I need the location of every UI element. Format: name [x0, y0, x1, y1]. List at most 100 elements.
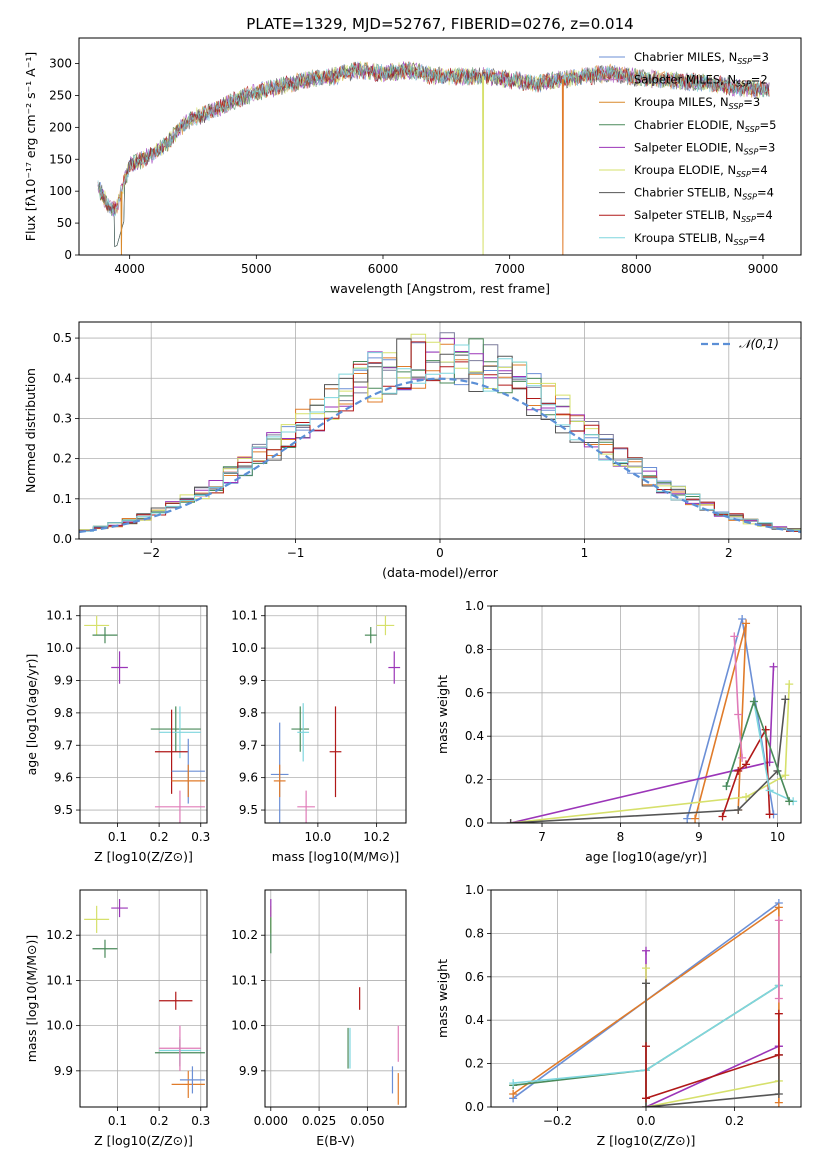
- y-tick-label: 9.9: [54, 1064, 73, 1078]
- weight-series: [645, 1013, 780, 1100]
- weight-marker: [683, 814, 692, 823]
- legend-label-rest: =2: [751, 73, 768, 87]
- axes-frame: [79, 605, 208, 824]
- y-axis-label: mass [log10(M/M⊙)]: [24, 935, 39, 1063]
- panel-age_vs_mass: 10.0 10.2 9.5 9.6 9.7 9.8 9.9 10.0 10.1 mass [log…: [231, 605, 407, 864]
- x-tick-label: 0.3: [191, 830, 210, 844]
- legend-label-rest: =5: [760, 118, 777, 132]
- error-point: [159, 706, 201, 759]
- y-tick-label: 0.1: [53, 492, 72, 506]
- legend-label: Chabrier ELODIE, NSSP=5: [634, 118, 776, 134]
- y-tick-label: 0.4: [53, 371, 72, 385]
- weight-marker: [742, 619, 751, 628]
- legend-label-rest: =3: [758, 140, 775, 154]
- y-axis-label: mass weight: [435, 959, 450, 1038]
- y-tick-label: 200: [49, 120, 72, 134]
- x-tick-label: 0.000: [254, 1114, 288, 1128]
- weight-marker: [742, 792, 751, 801]
- axes-frame: [264, 889, 407, 1108]
- x-tick-label: 1: [581, 546, 589, 560]
- weight-marker: [774, 1098, 783, 1107]
- axes-frame: [264, 605, 407, 824]
- spectrum-line: [97, 62, 770, 212]
- error-point: [171, 764, 205, 798]
- y-tick-label: 0.6: [465, 686, 484, 700]
- panels: 4000 5000 6000 7000 8000 90000501001502002503…: [23, 37, 802, 1148]
- weight-marker: [785, 797, 794, 806]
- weight-marker: [738, 615, 747, 624]
- panel-mass_weight_vs_Z: −0.2 0.0 0.2 0.0 0.2 0.4 0.6 0.8 1.0 Z [log10(Z/Z…: [435, 883, 802, 1148]
- weight-marker: [722, 782, 731, 791]
- legend-subscript: SSP: [737, 57, 752, 66]
- error-point: [159, 1025, 201, 1071]
- weight-series: [510, 699, 787, 823]
- spectrum-drop: [561, 79, 564, 255]
- weight-marker: [774, 994, 783, 1003]
- weight-marker: [738, 753, 747, 762]
- x-axis-label: (data-model)/error: [382, 565, 499, 580]
- y-tick-label: 0.0: [465, 816, 484, 830]
- x-tick-label: 0.1: [108, 1114, 127, 1128]
- y-tick-label: 9.8: [54, 706, 73, 720]
- weight-marker: [642, 979, 650, 988]
- weight-marker: [642, 1094, 650, 1103]
- weight-marker: [509, 1079, 518, 1088]
- y-tick-label: 0.6: [465, 970, 484, 984]
- error-point: [150, 706, 201, 752]
- legend-subscript: SSP: [736, 170, 751, 179]
- axes-frame: [79, 889, 208, 1108]
- weight-marker: [749, 697, 758, 706]
- x-tick-label: 5000: [241, 262, 272, 276]
- y-tick-label: 9.5: [239, 803, 258, 817]
- y-tick-label: 9.5: [54, 803, 73, 817]
- x-tick-label: 8: [617, 830, 625, 844]
- weight-marker: [774, 903, 783, 912]
- error-point: [297, 703, 310, 762]
- legend-subscript: SSP: [734, 238, 749, 247]
- y-tick-label: 10.2: [231, 928, 258, 942]
- y-tick-label: 0.5: [53, 331, 72, 345]
- error-point: [364, 627, 377, 644]
- y-tick-label: 9.6: [54, 771, 73, 785]
- error-point: [171, 1070, 205, 1098]
- weight-marker: [734, 766, 743, 775]
- x-tick-label: 0.2: [725, 1114, 744, 1128]
- weight-marker: [765, 786, 774, 795]
- legend-label-rest: =4: [748, 231, 765, 245]
- plot-area: [270, 899, 399, 1105]
- weight-marker: [734, 710, 743, 719]
- legend-subscript: SSP: [744, 147, 759, 156]
- y-axis-label: mass weight: [435, 675, 450, 754]
- x-tick-label: 0.050: [350, 1114, 384, 1128]
- legend-label: Salpeter ELODIE, NSSP=3: [634, 140, 775, 156]
- x-tick-label: 6000: [368, 262, 399, 276]
- legend-label-rest: =4: [756, 208, 773, 222]
- y-tick-label: 9.8: [239, 706, 258, 720]
- legend-label-rest: =4: [751, 163, 768, 177]
- error-point: [92, 627, 118, 644]
- error-point: [273, 764, 286, 798]
- legend-subscript: SSP: [729, 102, 744, 111]
- error-point: [159, 991, 193, 1010]
- weight-marker: [509, 1089, 518, 1098]
- y-axis-label: Flux [fλ10⁻¹⁷ erg cm⁻² s⁻¹ A⁻¹]: [23, 52, 38, 241]
- panel-spectrum: 4000 5000 6000 7000 8000 9000 0 50 100 150 200 250 3…: [23, 37, 802, 296]
- y-tick-label: 0.2: [465, 773, 484, 787]
- x-axis-label: wavelength [Angstrom, rest frame]: [330, 281, 550, 296]
- weight-marker: [785, 680, 794, 689]
- x-tick-label: 0.1: [108, 830, 127, 844]
- error-point: [154, 709, 189, 794]
- y-tick-label: 10.2: [46, 928, 73, 942]
- spectrum-drop: [482, 76, 485, 255]
- weight-marker: [765, 810, 774, 819]
- x-tick-label: 2: [725, 546, 733, 560]
- plot-area: [509, 899, 783, 1107]
- legend-label-rest: =3: [743, 95, 760, 109]
- y-tick-label: 9.9: [239, 1064, 258, 1078]
- error-point: [84, 615, 110, 636]
- y-tick-label: 1.0: [465, 883, 484, 897]
- legend-label: Salpeter STELIB, NSSP=4: [634, 208, 773, 224]
- panel-mass_vs_ebv: 0.000 0.025 0.050 9.9 10.0 10.1 10.2 E(B-V): [231, 889, 407, 1148]
- y-tick-label: 10.1: [231, 973, 258, 987]
- weight-marker: [691, 814, 700, 823]
